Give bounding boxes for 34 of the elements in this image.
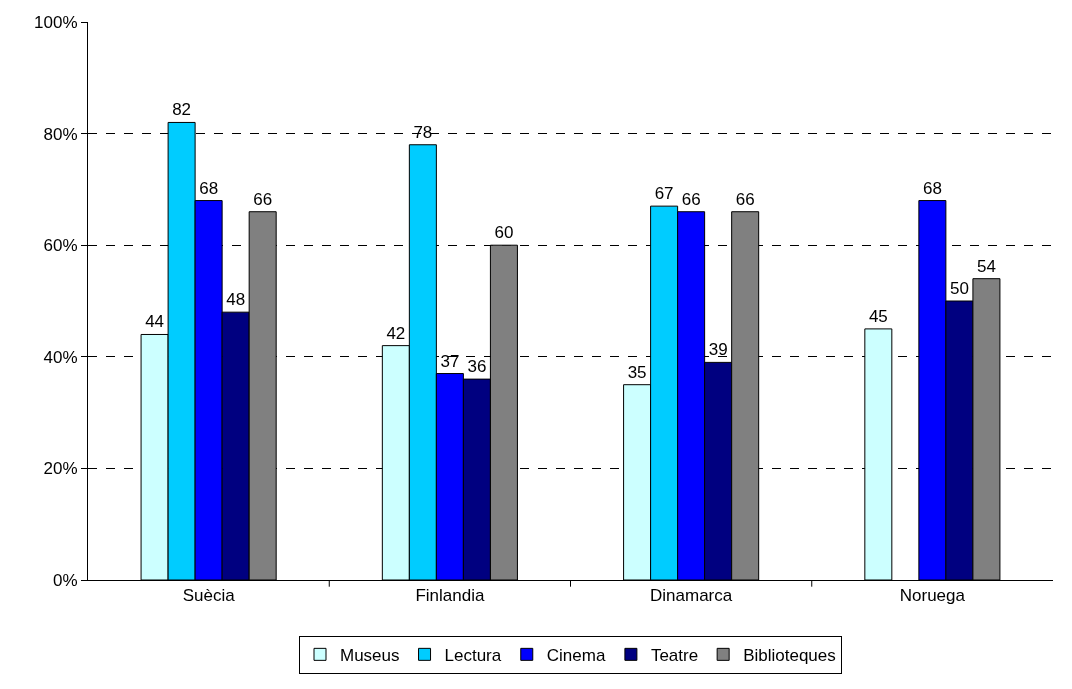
data-label: 50 <box>949 279 969 298</box>
legend-label: Museus <box>340 645 400 665</box>
data-label: 39 <box>708 340 728 360</box>
data-label: 44 <box>145 312 165 332</box>
data-label: 66 <box>253 189 273 209</box>
legend-label: Cinema <box>546 645 606 665</box>
y-tick-label: 40% <box>43 347 78 367</box>
data-label: 67 <box>654 184 674 204</box>
data-label: 37 <box>440 351 460 371</box>
legend-label: Biblioteques <box>743 645 836 665</box>
y-tick-label: 60% <box>43 236 78 256</box>
y-tick-label: 100% <box>34 12 78 32</box>
y-tick-label: 20% <box>43 459 78 479</box>
data-label: 60 <box>494 223 514 243</box>
y-tick-label: 80% <box>43 124 78 144</box>
data-label: 68 <box>199 178 219 198</box>
data-label: 68 <box>922 178 942 198</box>
legend-label: Teatre <box>650 645 699 665</box>
data-label: 54 <box>976 256 996 276</box>
data-label: 66 <box>681 189 701 209</box>
data-label: 66 <box>735 189 755 209</box>
data-label: 82 <box>172 100 192 120</box>
x-tick-label: Noruega <box>899 586 966 606</box>
data-label: 36 <box>467 357 487 377</box>
data-label: 78 <box>413 122 433 142</box>
y-tick-label: 0% <box>53 570 78 590</box>
legend-label: Lectura <box>444 645 502 665</box>
x-tick-label: Dinamarca <box>650 586 733 606</box>
data-label: 45 <box>868 306 888 326</box>
data-label: 35 <box>627 362 647 382</box>
x-tick-label: Suècia <box>182 586 236 606</box>
data-label: 42 <box>386 323 406 343</box>
x-tick-label: Finlandia <box>415 586 485 606</box>
data-label: 48 <box>226 290 246 310</box>
